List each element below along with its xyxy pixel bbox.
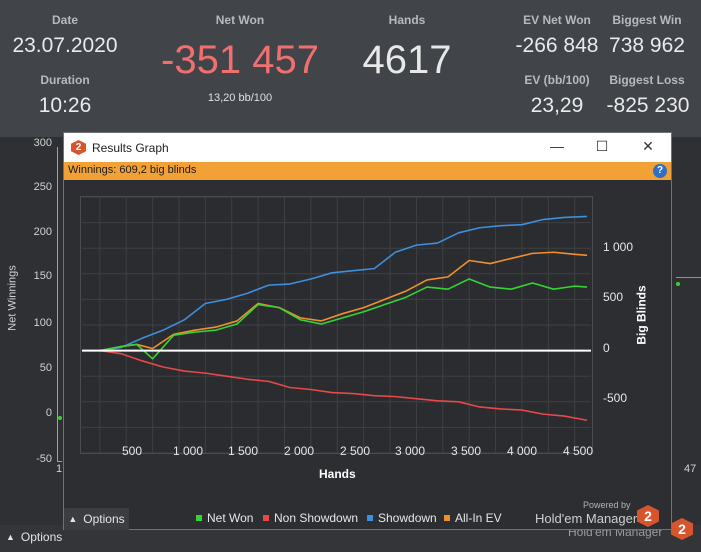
hem2-logo-icon: 2 [71,140,86,155]
maximize-icon[interactable]: ☐ [595,138,609,154]
biggest-win-label: Biggest Win [612,13,682,27]
minimize-icon[interactable]: — [550,138,564,154]
ev-bb100-label: EV (bb/100) [524,73,590,87]
biggest-loss-value: -825 230 [606,94,690,117]
help-icon[interactable]: ? [653,164,667,178]
net-won-bb100: 13,20 bb/100 [207,92,273,104]
x-tick-label: 2 500 [339,444,371,458]
y-tick-label: 500 [603,290,624,304]
bg-data-point [58,416,62,420]
legend-label: Showdown [378,511,437,525]
biggest-loss-label: Biggest Loss [609,73,685,87]
bg-y-axis-line [57,147,58,462]
bg-x-tick: 1 [56,463,63,475]
biggest-win-value: 738 962 [609,34,685,57]
legend-swatch [263,515,269,521]
x-axis-title: Hands [319,467,356,481]
close-icon[interactable]: ✕ [642,138,654,154]
bg-y-tick: 50 [39,362,52,374]
net-won-value: -351 457 [161,38,319,82]
winnings-text: Winnings: 609,2 big blinds [68,164,197,176]
y-axis-title: Big Blinds [634,285,649,345]
bg-y-tick: 0 [45,407,52,419]
legend-all-in-ev: All-In EV [444,511,502,525]
bg-y-tick: 100 [33,317,52,329]
legend-label: Non Showdown [274,511,359,525]
legend-swatch [444,515,450,521]
window-titlebar[interactable]: 2 Results Graph — ☐ ✕ [64,133,671,162]
popup-options-button[interactable]: ▲ Options [64,508,129,530]
bg-y-tick: 150 [33,270,52,282]
bg-y-tick: 200 [33,226,52,238]
legend-showdown: Showdown [367,511,437,525]
bg-y-axis-label: Net Winnings [6,265,19,331]
duration-label: Duration [40,73,90,87]
results-graph-window: 2 Results Graph — ☐ ✕ Winnings: 609,2 bi… [63,132,672,530]
ev-net-won-label: EV Net Won [523,13,591,27]
bg-series-line [676,277,701,278]
x-tick-label: 2 000 [283,444,315,458]
window-title: Results Graph [92,141,169,155]
ev-bb100-value: 23,29 [530,94,584,117]
x-tick-label: 3 500 [450,444,482,458]
bg-y-tick: 250 [33,181,52,193]
legend-swatch [196,515,202,521]
y-tick-label: -500 [603,391,628,405]
winnings-bar: Winnings: 609,2 big blinds ? [64,162,671,180]
ev-net-won-value: -266 848 [515,34,599,57]
legend-net-won: Net Won [196,511,253,525]
legend-label: Net Won [207,511,254,525]
bg-x-axis-line [57,461,62,462]
hands-value: 4617 [362,38,452,82]
x-tick-label: 4 500 [562,444,594,458]
duration-value: 10:26 [38,94,92,117]
session-stats-panel: Date 23.07.2020 Duration 10:26 Net Won -… [0,0,701,137]
series-line-showdown [99,215,588,352]
bg-x-tick: 47 [684,463,697,475]
date-value: 23.07.2020 [12,34,118,57]
y-tick-label: 0 [603,341,610,355]
options-button[interactable]: ▲ Options [6,530,62,544]
bg-y-tick: 300 [33,137,52,149]
powered-by-text: Powered by [583,500,631,510]
x-tick-label: 1 500 [227,444,259,458]
legend-label: All-In EV [455,511,502,525]
x-tick-label: 4 000 [506,444,538,458]
x-tick-label: 3 000 [394,444,426,458]
options-label: Options [20,530,63,544]
bg-y-tick: -50 [36,453,52,465]
legend-non-showdown: Non Showdown [263,511,358,525]
net-won-label: Net Won [215,13,265,27]
x-tick-label: 1 000 [172,444,204,458]
y-tick-label: 1 000 [603,240,634,254]
chevron-up-icon: ▲ [6,532,15,542]
x-tick-label: 500 [121,444,143,458]
results-chart [80,196,593,454]
hem2-logo-icon: 2 [637,505,659,527]
series-line-net-won [99,278,588,360]
date-label: Date [51,13,78,27]
legend-swatch [367,515,373,521]
bg-data-point [676,282,680,286]
hem2-logo-icon: 2 [671,518,693,540]
chevron-up-icon: ▲ [68,514,78,524]
series-line-non-showdown [99,349,588,422]
series-line-all-in-ev [99,251,588,352]
brand-text: Hold'em Manager [535,511,638,526]
hands-label: Hands [388,13,426,27]
popup-options-label: Options [83,512,125,526]
